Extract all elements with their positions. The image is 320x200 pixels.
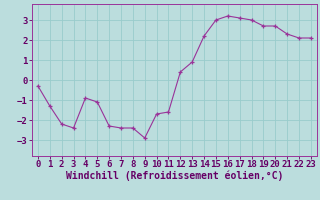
X-axis label: Windchill (Refroidissement éolien,°C): Windchill (Refroidissement éolien,°C) <box>66 171 283 181</box>
